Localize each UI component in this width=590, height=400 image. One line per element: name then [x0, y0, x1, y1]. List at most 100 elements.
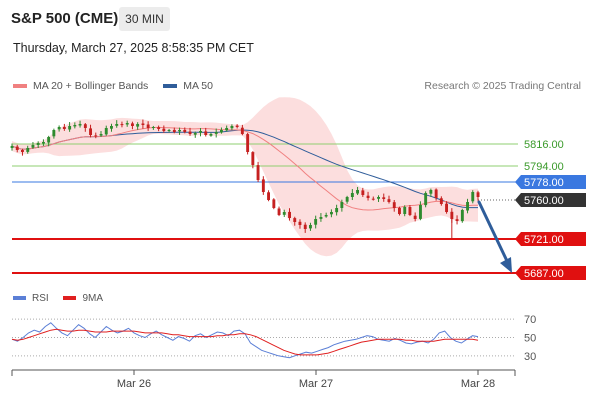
candle-body: [115, 124, 119, 126]
candle-body: [261, 179, 265, 192]
legend-ma50: MA 50: [163, 80, 213, 92]
candle-body: [104, 128, 108, 135]
level-label-5816.00: 5816.00: [524, 139, 564, 151]
level-badge: [515, 232, 586, 246]
candle-body: [209, 134, 213, 136]
ma20-line: [11, 126, 479, 211]
candle-body: [73, 125, 77, 127]
legend-9ma: 9MA: [63, 293, 103, 304]
candle-body: [298, 221, 302, 225]
rsi-legend: RSI 9MA: [13, 293, 115, 304]
candle-body: [125, 123, 129, 125]
ma50-swatch: [163, 84, 178, 89]
candle-body: [466, 202, 469, 211]
candle-body: [350, 193, 354, 197]
rsi-tick-70: 70: [524, 314, 536, 326]
candle-body: [172, 129, 176, 132]
candle-body: [371, 198, 375, 200]
candle-body: [382, 197, 386, 199]
candle-body: [167, 130, 171, 131]
candle-body: [68, 126, 72, 130]
x-tick-label: Mar 26: [117, 378, 151, 390]
candle-body: [178, 130, 181, 132]
candle-body: [392, 202, 396, 208]
candle-body: [78, 124, 82, 126]
candle-body: [15, 146, 19, 150]
timeframe-badge[interactable]: 30 MIN: [119, 7, 170, 31]
chart-header: S&P 500 (CME) 30 MIN: [0, 0, 590, 38]
candle-body: [267, 192, 270, 200]
legend-9ma-label: 9MA: [82, 293, 104, 304]
legend-bollinger: MA 20 + Bollinger Bands: [13, 80, 148, 92]
candle-body: [251, 152, 255, 165]
candle-body: [445, 203, 448, 212]
candle-body: [471, 192, 475, 202]
legend-rsi: RSI: [13, 293, 49, 304]
candle-body: [225, 128, 229, 131]
ma9-swatch: [63, 296, 77, 301]
candle-body: [377, 197, 380, 199]
candle-body: [151, 127, 155, 128]
price-legend: MA 20 + Bollinger Bands MA 50: [13, 80, 225, 92]
x-tick-label: Mar 27: [299, 378, 333, 390]
legend-rsi-label: RSI: [32, 293, 49, 304]
candle-body: [282, 212, 286, 215]
candle-body: [141, 123, 145, 125]
candle-body: [413, 215, 417, 219]
candle-body: [387, 199, 391, 202]
candle-body: [10, 146, 14, 148]
candle-body: [235, 125, 239, 127]
candle-body: [57, 127, 61, 130]
candle-body: [240, 127, 244, 134]
rsi-tick-30: 30: [524, 351, 536, 363]
rsi-tick-50: 50: [524, 333, 536, 345]
candle-body: [230, 126, 234, 129]
candle-body: [183, 129, 187, 132]
candle-body: [314, 219, 318, 225]
bollinger-swatch: [13, 84, 27, 89]
candle-body: [293, 218, 297, 222]
candle-body: [455, 219, 459, 221]
level-label-5687.00: 5687.00: [515, 266, 586, 280]
candle-body: [330, 212, 333, 215]
forecast-arrow-shaft: [477, 200, 509, 263]
candle-body: [83, 124, 87, 128]
candle-body: [89, 128, 92, 135]
candle-body: [439, 198, 443, 204]
candle-body: [356, 190, 359, 194]
legend-ma50-label: MA 50: [183, 80, 213, 92]
candle-body: [42, 142, 45, 144]
candle-body: [403, 207, 407, 214]
level-label-5794.00: 5794.00: [524, 161, 564, 173]
candle-body: [345, 197, 349, 202]
candle-body: [434, 189, 438, 198]
level-text: 5794.00: [524, 161, 564, 173]
timestamp: Thursday, March 27, 2025 8:58:35 PM CET: [13, 41, 254, 55]
candle-body: [324, 215, 328, 217]
candle-body: [193, 133, 197, 135]
candle-body: [476, 192, 480, 197]
candle-body: [146, 124, 150, 128]
candle-body: [277, 208, 281, 215]
bollinger-band: [12, 97, 478, 257]
candle-body: [21, 150, 24, 152]
candle-body: [303, 224, 307, 229]
rsi-swatch: [13, 296, 26, 301]
level-label-5721.00: 5721.00: [515, 232, 586, 246]
candle-body: [204, 131, 208, 135]
level-label-5760.00: 5760.00: [515, 193, 586, 207]
candle-body: [110, 126, 113, 129]
candle-body: [460, 210, 464, 222]
level-badge: [515, 175, 586, 189]
candle-body: [188, 131, 192, 134]
candle-body: [361, 190, 365, 195]
candle-body: [136, 124, 140, 127]
level-text: 5760.00: [524, 195, 564, 207]
level-text: 5721.00: [524, 234, 564, 246]
instrument-title: S&P 500 (CME): [11, 10, 119, 27]
candle-body: [214, 132, 218, 134]
candle-body: [52, 130, 56, 137]
candle-body: [31, 145, 35, 148]
candle-body: [272, 199, 276, 208]
